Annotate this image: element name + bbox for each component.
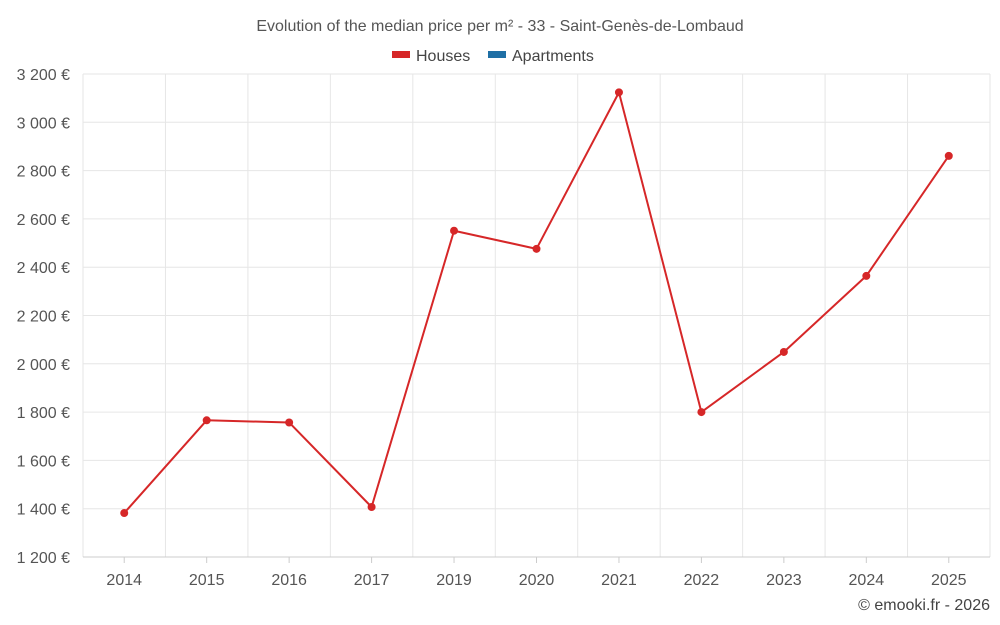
data-point-houses[interactable] (532, 244, 541, 253)
x-tick-label: 2020 (519, 572, 555, 589)
data-point-houses[interactable] (862, 271, 871, 280)
data-point-houses[interactable] (614, 88, 623, 97)
y-tick-label: 2 800 € (17, 164, 70, 181)
x-axis: 2014 2015 2016 2017 2019 2020 2021 2022 2023 2024… (83, 556, 990, 589)
y-tick-label: 1 200 € (17, 550, 70, 567)
y-tick-label: 1 600 € (17, 453, 70, 470)
legend-swatch-apartments (488, 51, 506, 58)
data-point-houses[interactable] (779, 347, 788, 356)
x-tick-label: 2016 (271, 572, 307, 589)
y-tick-label: 2 600 € (17, 212, 70, 229)
y-tick-label: 2 200 € (17, 309, 70, 326)
data-point-houses[interactable] (202, 416, 211, 425)
x-tick-label: 2024 (849, 572, 885, 589)
legend-item-houses[interactable]: Houses (392, 48, 470, 65)
y-tick-label: 1 800 € (17, 405, 70, 422)
x-tick-label: 2022 (684, 572, 720, 589)
x-tick-label: 2017 (354, 572, 390, 589)
y-tick-label: 1 400 € (17, 502, 70, 519)
legend-label-houses: Houses (416, 48, 470, 65)
series-layer (120, 88, 953, 518)
x-tick-label: 2025 (931, 572, 967, 589)
data-point-houses[interactable] (367, 503, 376, 512)
x-tick-label: 2014 (106, 572, 142, 589)
x-tick-label: 2023 (766, 572, 802, 589)
legend-item-apartments[interactable]: Apartments (488, 48, 594, 65)
data-point-houses[interactable] (285, 418, 294, 427)
y-tick-label: 2 000 € (17, 357, 70, 374)
x-tick-label: 2021 (601, 572, 637, 589)
data-point-houses[interactable] (450, 226, 459, 235)
y-axis: 1 200 € 1 400 € 1 600 € 1 800 € 2 000 € 2 200… (17, 67, 70, 567)
credit-text: © emooki.fr - 2026 (858, 597, 990, 614)
y-tick-label: 2 400 € (17, 260, 70, 277)
legend-swatch-houses (392, 51, 410, 58)
chart-title: Evolution of the median price per m² - 3… (256, 18, 743, 35)
legend-label-apartments: Apartments (512, 48, 594, 65)
data-point-houses[interactable] (697, 408, 706, 417)
legend: Houses Apartments (392, 48, 594, 65)
y-tick-label: 3 000 € (17, 115, 70, 132)
x-tick-label: 2015 (189, 572, 225, 589)
x-tick-label: 2019 (436, 572, 472, 589)
y-tick-label: 3 200 € (17, 67, 70, 84)
data-point-houses[interactable] (944, 151, 953, 160)
data-point-houses[interactable] (120, 509, 129, 518)
grid (82, 73, 991, 558)
